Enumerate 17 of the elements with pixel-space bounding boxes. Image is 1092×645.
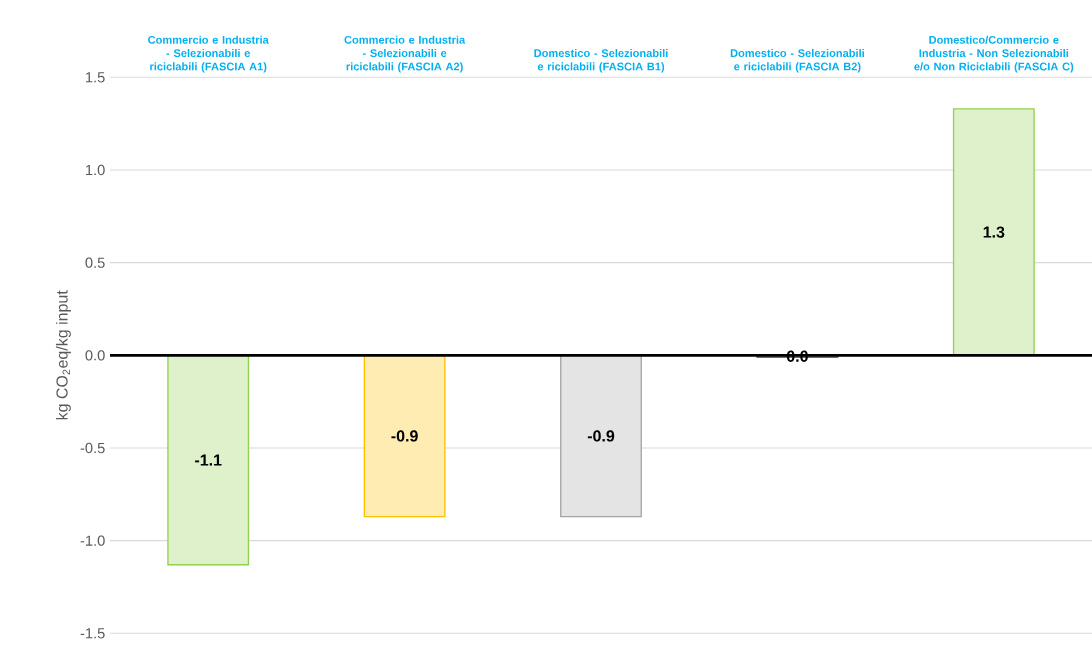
x-tick-label: Domestico/Commercio e Industria - Non Selezionabili e/o Non Riciclabili (FASCIA C)	[914, 35, 1074, 73]
data-label: 1.3	[983, 226, 1005, 238]
x-tick-label: Domestico - Selezionabili e riciclabili (FASCIA B2)	[730, 48, 864, 73]
data-label: -0.9	[391, 430, 418, 442]
y-tick-label: -0.5	[80, 442, 105, 454]
x-tick-label: Domestico - Selezionabili e riciclabili (FASCIA B1)	[534, 48, 668, 73]
x-tick-label: Commercio e Industria - Selezionabili e riciclabili (FASCIA A2)	[344, 35, 466, 73]
x-tick-label: Commercio e Industria - Selezionabili e riciclabili (FASCIA A1)	[148, 35, 269, 73]
y-tick-label: 1.0	[86, 164, 105, 176]
y-axis-title: kg CO$_{2}$eq/kg input	[55, 290, 71, 420]
y-tick-label: -1.0	[80, 535, 105, 546]
y-tick-label: 1.5	[86, 72, 105, 83]
y-tick-label: 0.0	[85, 349, 105, 361]
y-tick-label: 0.5	[85, 257, 105, 268]
y-tick-label: -1.5	[80, 628, 105, 639]
data-label: -0.9	[587, 430, 615, 442]
data-label: -1.1	[195, 454, 222, 466]
